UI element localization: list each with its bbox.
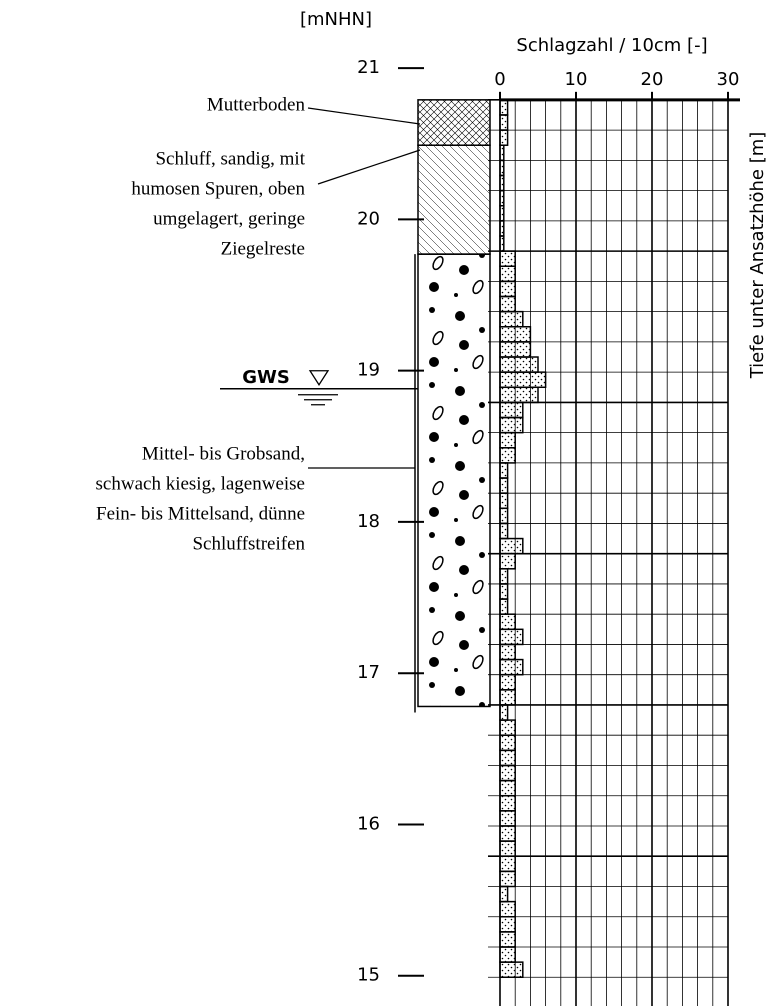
blow-count-bar: [500, 312, 523, 327]
blow-count-bar: [500, 796, 515, 811]
x-tick-label: 20: [641, 69, 664, 90]
blow-count-bar: [500, 705, 508, 720]
blow-count-bar: [500, 886, 508, 901]
blow-count-bar: [500, 811, 515, 826]
layer-label: Mutterboden: [207, 94, 306, 115]
blow-count-bar: [500, 160, 504, 175]
layer-label: Fein- bis Mittelsand, dünne: [96, 503, 305, 524]
blow-count-bar: [500, 327, 530, 342]
blow-count-bar: [500, 100, 508, 115]
blow-count-bar: [500, 569, 508, 584]
blow-count-bar: [500, 660, 523, 675]
y-tick-label: 21: [357, 57, 380, 78]
blow-count-bar: [500, 387, 538, 402]
blow-count-bar: [500, 372, 546, 387]
blow-count-bar: [500, 433, 515, 448]
blow-count-bar: [500, 826, 515, 841]
y-tick-label: 19: [357, 360, 380, 381]
y-tick-label: 20: [357, 208, 380, 229]
blow-count-bar: [500, 236, 504, 251]
layer-label: schwach kiesig, lagenweise: [96, 473, 305, 494]
blow-count-bar: [500, 629, 523, 644]
blow-count-bar: [500, 191, 504, 206]
y-tick-label: 15: [357, 965, 380, 986]
blow-count-bar: [500, 175, 504, 190]
layer-label: umgelagert, geringe: [153, 208, 305, 229]
blow-count-bar: [500, 765, 515, 780]
blow-count-bar: [500, 508, 508, 523]
chart: [mNHN] Schlagzahl / 10cm [-] Tiefe unter…: [0, 0, 770, 1006]
layer-label: Schluff, sandig, mit: [155, 148, 305, 169]
layer-label: Mittel- bis Grobsand,: [142, 443, 305, 464]
blow-count-bar: [500, 357, 538, 372]
blow-count-bar: [500, 418, 523, 433]
y-tick-label: 18: [357, 511, 380, 532]
blow-count-bar: [500, 644, 515, 659]
blow-count-bar: [500, 917, 515, 932]
blow-count-bar: [500, 221, 504, 236]
blow-count-bar: [500, 554, 515, 569]
blow-count-bar: [500, 342, 530, 357]
leader-line: [318, 150, 420, 184]
blow-count-bar: [500, 463, 508, 478]
y-tick-label: 16: [357, 813, 380, 834]
blow-count-bar: [500, 720, 515, 735]
blow-count-bar: [500, 856, 515, 871]
blow-count-bar: [500, 206, 504, 221]
blow-count-bar: [500, 675, 515, 690]
soil-layer: [418, 145, 490, 254]
blow-count-bar: [500, 584, 508, 599]
blow-count-bar: [500, 145, 504, 160]
blow-count-bar: [500, 281, 515, 296]
blow-count-bar: [500, 902, 515, 917]
blow-count-bar: [500, 962, 523, 977]
blow-count-bar: [500, 478, 508, 493]
blow-count-bar: [500, 947, 515, 962]
blow-count-bar: [500, 781, 515, 796]
layer-label: Ziegelreste: [221, 238, 305, 259]
layer-label: humosen Spuren, oben: [131, 178, 305, 199]
blow-count-bar: [500, 750, 515, 765]
x-tick-label: 0: [494, 69, 505, 90]
blow-count-bar: [500, 115, 508, 130]
x-tick-label: 10: [565, 69, 588, 90]
leader-line: [308, 108, 420, 124]
blow-count-bar: [500, 266, 515, 281]
blow-count-bar: [500, 932, 515, 947]
blow-count-bar: [500, 690, 515, 705]
groundwater-label: GWS: [242, 367, 290, 388]
blow-count-bar: [500, 251, 515, 266]
layer-label: Schluffstreifen: [192, 533, 305, 554]
blow-count-bar: [500, 523, 508, 538]
x-tick-label: 30: [717, 69, 740, 90]
soil-layer: [418, 254, 490, 706]
x-axis-label: Schlagzahl / 10cm [-]: [516, 35, 707, 56]
blow-count-bar: [500, 841, 515, 856]
blow-count-bar: [500, 539, 523, 554]
blow-count-bar: [500, 448, 515, 463]
groundwater-symbol: [298, 371, 338, 405]
blow-count-bar: [500, 735, 515, 750]
blow-count-bar: [500, 614, 515, 629]
blow-count-bar: [500, 493, 508, 508]
elevation-label: [mNHN]: [300, 9, 372, 30]
soil-layer: [418, 100, 490, 145]
blow-count-bar: [500, 402, 523, 417]
blow-count-bar: [500, 297, 515, 312]
blow-count-bar: [500, 871, 515, 886]
blow-count-bar: [500, 599, 508, 614]
y-tick-label: 17: [357, 662, 380, 683]
depth-axis-label: Tiefe unter Ansatzhöhe [m]: [747, 132, 768, 380]
blow-count-bar: [500, 130, 508, 145]
